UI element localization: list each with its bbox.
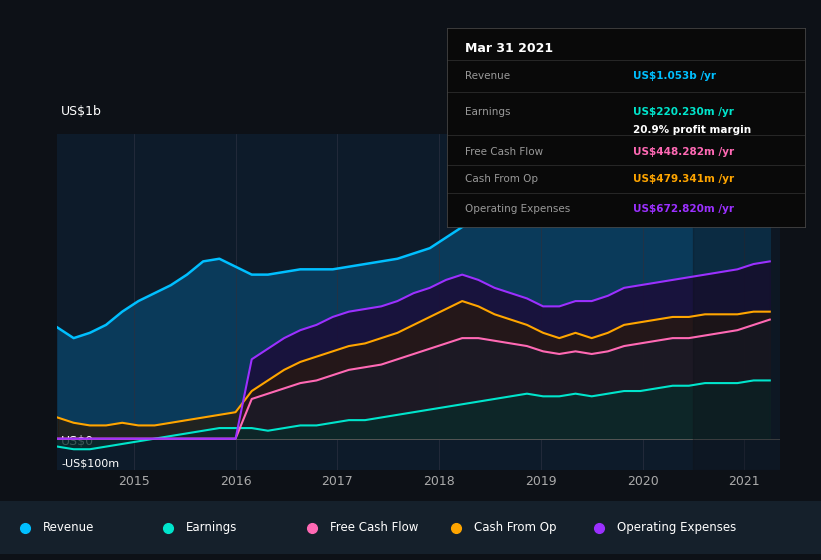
Text: Earnings: Earnings (466, 108, 511, 118)
Text: -US$100m: -US$100m (61, 459, 119, 469)
Text: US$220.230m /yr: US$220.230m /yr (633, 108, 734, 118)
Text: 20.9% profit margin: 20.9% profit margin (633, 125, 751, 136)
Text: Cash From Op: Cash From Op (474, 521, 556, 534)
Text: Cash From Op: Cash From Op (466, 174, 539, 184)
Text: Revenue: Revenue (43, 521, 94, 534)
Text: Operating Expenses: Operating Expenses (466, 204, 571, 214)
Text: Revenue: Revenue (466, 71, 511, 81)
Text: Earnings: Earnings (186, 521, 238, 534)
Text: Free Cash Flow: Free Cash Flow (330, 521, 419, 534)
Bar (694, 134, 796, 470)
Text: Operating Expenses: Operating Expenses (617, 521, 736, 534)
Text: US$0: US$0 (61, 435, 94, 449)
Text: US$448.282m /yr: US$448.282m /yr (633, 147, 734, 157)
Text: US$479.341m /yr: US$479.341m /yr (633, 174, 734, 184)
Text: US$672.820m /yr: US$672.820m /yr (633, 204, 734, 214)
Text: US$1.053b /yr: US$1.053b /yr (633, 71, 716, 81)
Text: Mar 31 2021: Mar 31 2021 (466, 42, 553, 55)
Text: US$1b: US$1b (61, 105, 102, 118)
Text: Free Cash Flow: Free Cash Flow (466, 147, 544, 157)
